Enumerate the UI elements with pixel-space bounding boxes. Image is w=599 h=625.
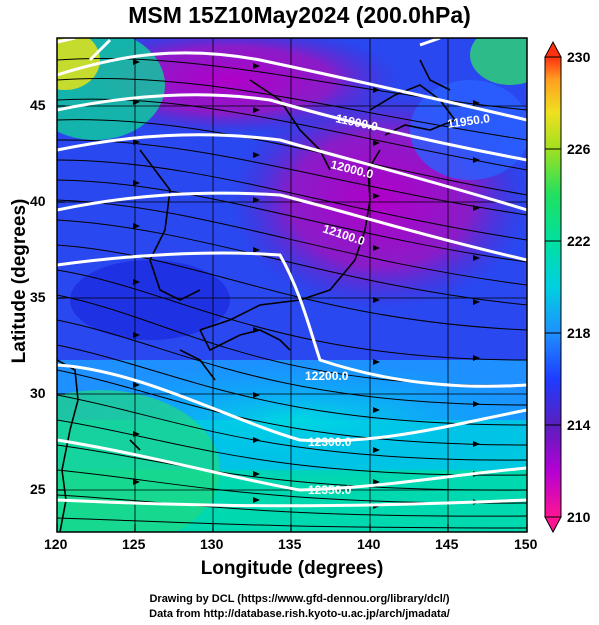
contour-label: 11950.0 xyxy=(446,111,491,131)
map-title: MSM 15Z10May2024 (200.0hPa) xyxy=(128,2,471,28)
colorbar-tick-label: 214 xyxy=(567,417,591,433)
colorbar xyxy=(544,40,562,534)
x-tick-label: 150 xyxy=(514,536,538,552)
y-tick-label: 35 xyxy=(30,289,46,305)
y-tick-label: 30 xyxy=(30,385,46,401)
colorbar-max-arrow xyxy=(544,40,562,58)
y-tick-label: 25 xyxy=(30,481,46,497)
x-tick-label: 120 xyxy=(44,536,68,552)
x-axis-label: Longitude (degrees) xyxy=(200,558,384,579)
contour-label: 12300.0 xyxy=(308,435,352,449)
height-contours xyxy=(57,38,527,508)
colorbar-tick-label: 226 xyxy=(567,141,591,157)
x-tick-label: 145 xyxy=(435,536,459,552)
colorbar-min-arrow xyxy=(544,516,562,534)
contour-label: 12200.0 xyxy=(305,369,349,383)
colorbar-tick-label: 230 xyxy=(567,49,591,65)
colorbar-tick-label: 222 xyxy=(567,233,591,249)
credit-drawing: Drawing by DCL (https://www.gfd-dennou.o… xyxy=(149,593,450,605)
contour-label: 12350.0 xyxy=(308,483,352,497)
tick-marks xyxy=(56,105,528,532)
x-tick-label: 140 xyxy=(357,536,381,552)
y-axis-label: Latitude (degrees) xyxy=(9,198,30,364)
y-tick-label: 45 xyxy=(30,97,46,113)
colorbar-tick-label: 210 xyxy=(567,509,591,525)
x-tick-label: 130 xyxy=(200,536,224,552)
colorbar-tick-label: 218 xyxy=(567,325,591,341)
plot-frame xyxy=(56,37,528,533)
x-tick-label: 135 xyxy=(278,536,302,552)
x-tick-label: 125 xyxy=(122,536,146,552)
credit-data: Data from http://database.rish.kyoto-u.a… xyxy=(149,608,450,620)
y-tick-label: 40 xyxy=(30,193,46,209)
